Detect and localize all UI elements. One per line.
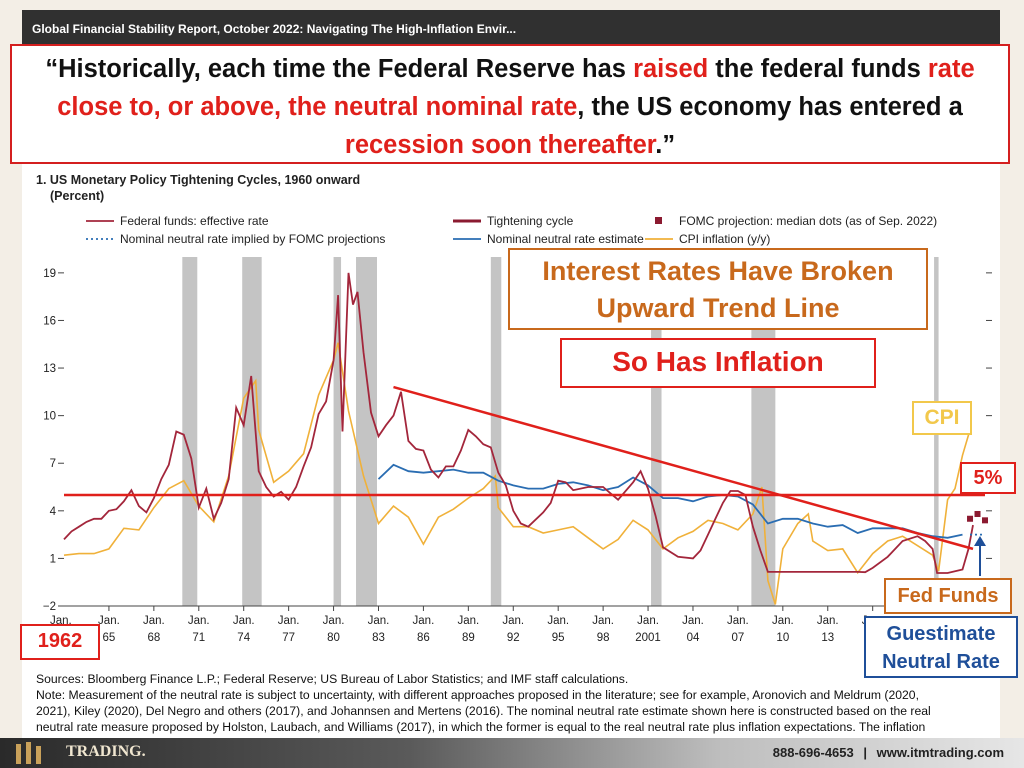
x-tick-label: 13 [821, 632, 834, 644]
legend-entry: Tightening cycle [487, 214, 574, 228]
x-tick-label: 65 [103, 632, 116, 644]
x-tick-label: Jan. [727, 615, 749, 627]
footer-separator: | [863, 745, 868, 760]
notes-sources: Sources: Bloomberg Finance L.P.; Federal… [36, 672, 629, 686]
series-fed-funds [63, 272, 974, 574]
x-tick-label: 98 [597, 632, 610, 644]
y-tick-label: −2 [43, 601, 56, 613]
recession-band [356, 257, 377, 606]
x-tick-label: 80 [327, 632, 340, 644]
notes-line-4: neutral rate measure proposed by Holston… [36, 720, 926, 734]
x-tick-label: Jan. [233, 615, 255, 627]
quote-highlight-3: recession soon thereafter [344, 131, 656, 159]
x-tick-label: 89 [462, 632, 475, 644]
x-tick-label: Jan. [323, 615, 345, 627]
y-tick-label: 7 [50, 458, 56, 470]
x-tick-label: Jan. [98, 615, 120, 627]
x-tick-label: Jan. [278, 615, 300, 627]
legend-swatch [655, 217, 662, 224]
quote-part-2: the federal funds [708, 55, 928, 83]
y-tick-label: 16 [43, 315, 56, 327]
series-neutral-rate-estimate [377, 463, 963, 539]
callout-inflation: So Has Inflation [560, 338, 876, 388]
y-tick-label: 13 [43, 363, 56, 375]
x-tick-label: 68 [147, 632, 160, 644]
legend-entry: CPI inflation (y/y) [679, 232, 770, 246]
y-tick-label: 10 [43, 411, 56, 423]
y-tick-label: 1 [50, 553, 56, 565]
quote-part-1: “Historically, each time the Federal Res… [45, 55, 634, 83]
company-logo-icon [16, 742, 41, 764]
series-cpi-inflation [63, 342, 971, 605]
x-tick-label: 92 [507, 632, 520, 644]
recession-band [182, 257, 198, 606]
neutral-arrow-head [974, 536, 986, 546]
footer-website[interactable]: www.itmtrading.com [876, 745, 1004, 760]
legend: Federal funds: effective rate Tightening … [86, 214, 937, 246]
company-logo-text: TRADING. [66, 743, 146, 760]
x-tick-label: Jan. [637, 615, 659, 627]
x-tick-label: Jan. [772, 615, 794, 627]
quote-highlight-2: rate close to, or above, the neutral nom… [57, 55, 975, 121]
quote-highlight-1: raised [633, 55, 709, 83]
footer-phone[interactable]: 888-696-4653 [772, 745, 854, 760]
recession-band [651, 257, 662, 606]
chart-subtitle: (Percent) [50, 189, 104, 203]
recession-band [490, 257, 502, 606]
x-tick-label: Jan. [817, 615, 839, 627]
x-tick-label: 74 [237, 632, 250, 644]
x-tick-label: 07 [732, 632, 745, 644]
fomc-dot [982, 517, 988, 524]
legend-entry: Nominal neutral rate estimate [487, 232, 644, 246]
chart-notes: Sources: Bloomberg Finance L.P.; Federal… [36, 671, 996, 735]
quote-box: “Historically, each time the Federal Res… [10, 44, 1010, 164]
recession-band [242, 257, 262, 606]
x-tick-label: Jan. [592, 615, 614, 627]
chart-title: 1. US Monetary Policy Tightening Cycles,… [36, 173, 360, 187]
callout-five-percent: 5% [960, 462, 1016, 494]
recession-band [333, 257, 342, 606]
x-tick-label: Jan. [547, 615, 569, 627]
x-tick-label: 10 [776, 632, 789, 644]
x-tick-label: 86 [417, 632, 430, 644]
x-tick-label: 77 [282, 632, 295, 644]
x-tick-label: 95 [552, 632, 565, 644]
callout-1962: 1962 [20, 624, 100, 660]
y-tick-label: 4 [50, 506, 57, 518]
callout-fed-funds: Fed Funds [884, 578, 1012, 614]
x-tick-label: 71 [192, 632, 205, 644]
x-tick-label: Jan. [502, 615, 524, 627]
footer-bar: TRADING. 888-696-4653 | www.itmtrading.c… [0, 738, 1024, 768]
x-tick-label: 04 [687, 632, 700, 644]
legend-entry: Nominal neutral rate implied by FOMC pro… [120, 232, 385, 246]
x-tick-label: 2001 [635, 632, 661, 644]
quote-part-4: .” [655, 131, 676, 159]
x-tick-label: Jan. [188, 615, 210, 627]
window-title-bar: Global Financial Stability Report, Octob… [22, 10, 1000, 48]
recession-bands [182, 257, 939, 606]
fomc-dot [967, 515, 974, 522]
notes-line-2: Note: Measurement of the neutral rate is… [36, 688, 919, 702]
callout-guestimate: Guestimate Neutral Rate [864, 616, 1018, 678]
notes-line-3: 2021), Kiley (2020), Del Negro and other… [36, 704, 931, 718]
callout-trend-line: Interest Rates Have Broken Upward Trend … [508, 248, 928, 330]
x-tick-label: 83 [372, 632, 385, 644]
window-title: Global Financial Stability Report, Octob… [32, 22, 517, 36]
legend-entry: FOMC projection: median dots (as of Sep.… [679, 214, 937, 228]
x-tick-label: Jan. [413, 615, 435, 627]
x-tick-label: Jan. [457, 615, 479, 627]
footer-contact: 888-696-4653 | www.itmtrading.com [773, 745, 1004, 760]
downtrend-annotation [393, 385, 974, 551]
fomc-dot [974, 510, 981, 517]
plot-area [63, 272, 988, 605]
y-tick-label: 19 [43, 268, 56, 280]
quote-part-3: , the US economy has entered a [577, 93, 963, 121]
callout-cpi: CPI [912, 401, 972, 435]
x-tick-label: Jan. [143, 615, 165, 627]
x-tick-label: Jan. [368, 615, 390, 627]
legend-entry: Federal funds: effective rate [120, 214, 269, 228]
x-tick-label: Jan. [682, 615, 704, 627]
